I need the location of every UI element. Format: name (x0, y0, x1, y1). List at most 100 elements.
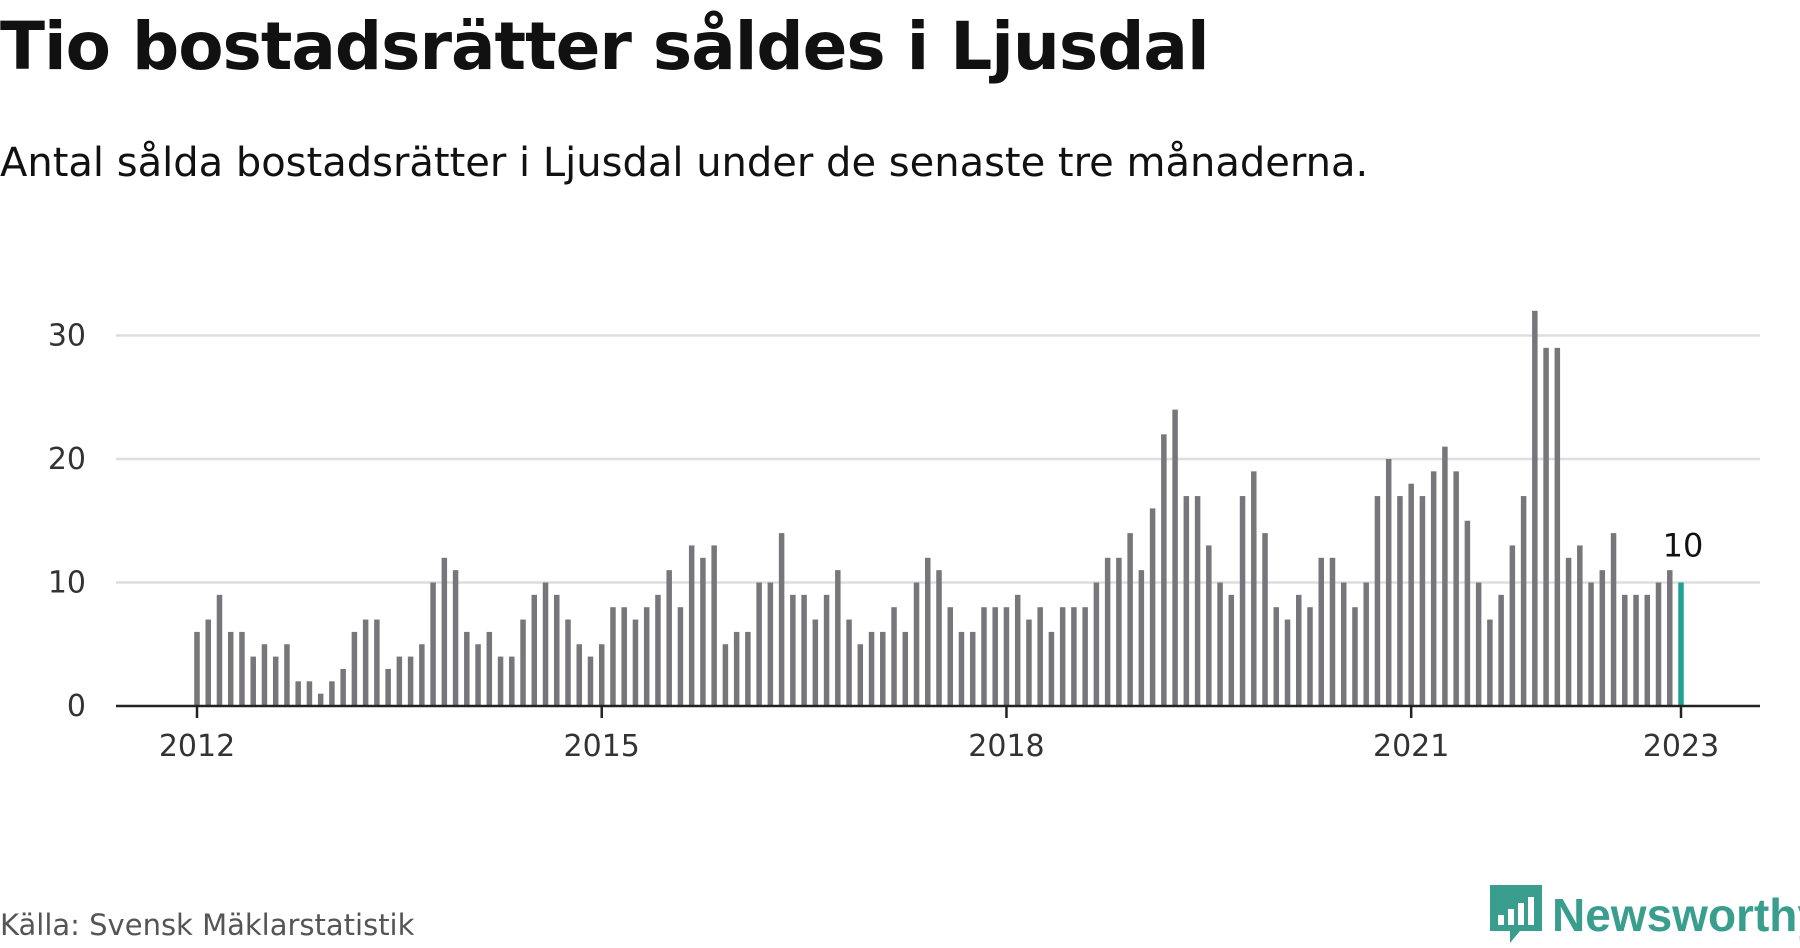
x-tick-label: 2021 (1373, 729, 1449, 764)
y-tick-label: 10 (48, 566, 86, 601)
bar (1082, 607, 1088, 706)
bar (351, 631, 358, 706)
bar (261, 644, 268, 706)
bar (1149, 508, 1156, 706)
bar (1172, 409, 1178, 706)
bar (1273, 607, 1280, 706)
bar (902, 631, 909, 706)
bar (1183, 496, 1190, 706)
bar (362, 619, 369, 706)
newsworthy-logo: Newsworthy (1490, 885, 1800, 945)
bar (1059, 607, 1066, 706)
bar (1307, 607, 1313, 706)
bar (1161, 434, 1167, 706)
bar (1228, 594, 1235, 706)
bar (812, 619, 819, 706)
bar (329, 681, 335, 706)
bar (1644, 594, 1651, 706)
bar (419, 644, 425, 706)
bar (1194, 496, 1201, 706)
bar (1037, 607, 1043, 706)
bar (385, 668, 391, 706)
bar (1138, 570, 1145, 706)
bar (1599, 570, 1606, 706)
bar (284, 644, 290, 706)
bar (1667, 570, 1673, 706)
bar (317, 693, 324, 706)
bar (925, 557, 931, 706)
bar (1442, 446, 1448, 706)
bar (531, 594, 538, 706)
bar (891, 607, 897, 706)
bar-highlight (1678, 582, 1684, 706)
bar (632, 619, 639, 706)
bar (1453, 471, 1459, 706)
bar (1509, 545, 1516, 706)
bar (992, 607, 998, 706)
bar (1610, 533, 1617, 706)
bar (1520, 496, 1527, 706)
bar (216, 594, 223, 706)
bar (880, 631, 886, 706)
bar (1127, 533, 1133, 706)
bar (306, 681, 313, 706)
bar (1206, 545, 1212, 706)
chart-title: Tio bostadsrätter såldes i Ljusdal (0, 8, 1210, 85)
bar (947, 607, 953, 706)
bar (643, 607, 650, 706)
bar (1026, 619, 1032, 706)
bar (1475, 582, 1482, 706)
bar (509, 656, 515, 706)
bar (194, 631, 200, 706)
bar (520, 619, 526, 706)
bar (981, 607, 987, 706)
bar (1464, 520, 1471, 706)
bar (205, 619, 211, 706)
bar (610, 607, 616, 706)
newsworthy-logo-text: Newsworthy (1552, 889, 1800, 941)
bar (475, 644, 481, 706)
bar (497, 656, 504, 706)
bar (1251, 471, 1257, 706)
newsworthy-logo-icon (1490, 885, 1542, 943)
bar (913, 582, 920, 706)
bar (1014, 594, 1021, 706)
bar (969, 631, 976, 706)
bar (430, 582, 436, 706)
bar (1419, 496, 1426, 706)
x-tick-label: 2023 (1643, 729, 1719, 764)
bar (1318, 557, 1324, 706)
bar (700, 557, 706, 706)
bar (1633, 594, 1639, 706)
bar (1262, 533, 1268, 706)
bar (677, 607, 684, 706)
bar (767, 582, 774, 706)
bar (295, 681, 301, 706)
bar (1408, 483, 1414, 706)
bar (565, 619, 571, 706)
x-tick-label: 2018 (968, 729, 1044, 764)
bar (1554, 347, 1561, 706)
axis-layer: 0 10 20 30 2012 2015 2018 2021 2023 10 (48, 319, 1760, 764)
bar (396, 656, 403, 706)
bar (464, 631, 470, 706)
bar (745, 631, 751, 706)
y-tick-label: 0 (67, 689, 86, 724)
bar (1104, 557, 1111, 706)
bar (756, 582, 762, 706)
bar (1329, 557, 1336, 706)
bars-layer (194, 310, 1684, 706)
bar (688, 545, 695, 706)
bar (711, 545, 717, 706)
bar (1655, 582, 1662, 706)
x-tick-label: 2012 (159, 729, 235, 764)
bar (1498, 594, 1504, 706)
bar (452, 570, 459, 706)
x-tick-label: 2015 (564, 729, 640, 764)
bar (958, 631, 965, 706)
bar (1374, 496, 1381, 706)
bar (1588, 582, 1594, 706)
bar (790, 594, 796, 706)
bar (778, 533, 785, 706)
